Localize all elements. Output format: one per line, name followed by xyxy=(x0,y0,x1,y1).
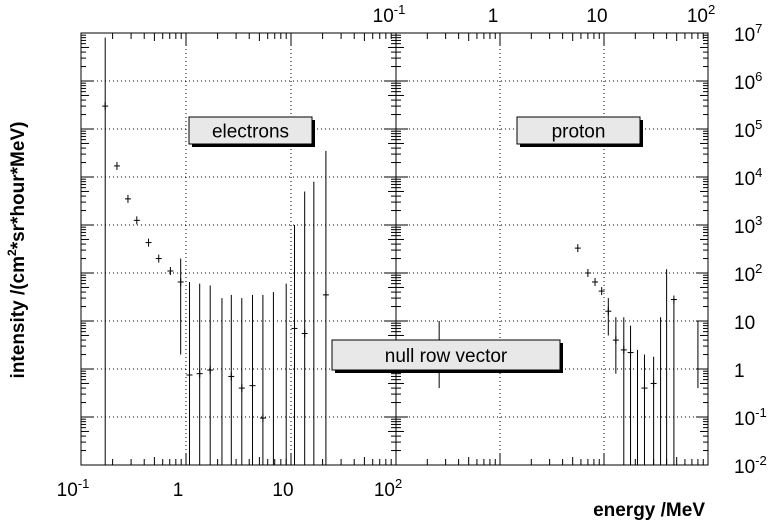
y-tick-label-base: 10 xyxy=(734,409,755,430)
data-marks xyxy=(102,37,699,465)
y-tick-label-base: 10 xyxy=(734,217,755,238)
x-tick-label-bottom-base: 10 xyxy=(57,480,78,501)
proton-label: proton xyxy=(552,122,606,143)
x-tick-label-bottom: 10-1 xyxy=(57,476,90,501)
y-tick-label: 104 xyxy=(734,165,762,190)
x-tick-label-top-exp: -1 xyxy=(394,2,406,17)
y-tick-label: 10 xyxy=(734,313,755,334)
y-tick-label-base: 10 xyxy=(734,25,755,46)
x-tick-label-bottom: 10 xyxy=(272,480,293,501)
x-tick-label-top: 10 xyxy=(586,6,607,27)
null-row-label: null row vector xyxy=(385,346,508,367)
proton-label-box xyxy=(516,116,641,145)
x-tick-label-top: 10-1 xyxy=(373,2,406,27)
x-tick-label-top: 1 xyxy=(488,6,499,27)
x-tick-label-top-base: 10 xyxy=(687,6,708,27)
panel-labels: electrons null row vector proton xyxy=(188,116,643,373)
y-tick-label-base: 10 xyxy=(734,265,755,286)
x-tick-label-top-base: 10 xyxy=(586,6,607,27)
y-tick-label-exp: 3 xyxy=(755,213,762,228)
y-tick-label-base: 10 xyxy=(734,121,755,142)
y-tick-label-base: 10 xyxy=(734,313,755,334)
y-tick-label: 10-2 xyxy=(734,453,767,478)
y-axis-label-sup: 2 xyxy=(5,249,19,256)
x-tick-label-top-base: 10 xyxy=(373,6,394,27)
x-tick-label-bottom-base: 10 xyxy=(374,480,395,501)
y-tick-label-exp: -2 xyxy=(755,453,767,468)
x-tick-label-bottom-base: 1 xyxy=(173,480,184,501)
y-tick-label-exp: 6 xyxy=(755,69,762,84)
y-tick-label: 103 xyxy=(734,213,762,238)
y-tick-label-base: 10 xyxy=(734,73,755,94)
y-tick-label-exp: -1 xyxy=(755,405,767,420)
x-tick-label-top-exp: 2 xyxy=(708,2,715,17)
x-tick-label-bottom-exp: 2 xyxy=(395,476,402,491)
x-tick-label-bottom-exp: -1 xyxy=(78,476,90,491)
y-tick-label-exp: 7 xyxy=(755,21,762,36)
x-tick-label-top-base: 1 xyxy=(488,6,499,27)
x-tick-label-bottom: 102 xyxy=(374,476,402,501)
y-tick-label-base: 10 xyxy=(734,169,755,190)
right-panel-frame xyxy=(395,32,709,466)
x-tick-label-bottom: 1 xyxy=(173,480,184,501)
y-axis-label-rest: *sr*hour*MeV) xyxy=(8,122,29,250)
x-tick-label-top: 102 xyxy=(687,2,715,27)
y-tick-label-base: 1 xyxy=(734,361,745,382)
y-tick-label: 1 xyxy=(734,361,745,382)
y-tick-label: 106 xyxy=(734,69,762,94)
y-tick-label: 10-1 xyxy=(734,405,767,430)
y-tick-label: 107 xyxy=(734,21,762,46)
null-row-label-box xyxy=(331,339,561,371)
x-tick-label-bottom-base: 10 xyxy=(272,480,293,501)
y-axis-label: intensity /(cm2*sr*hour*MeV) xyxy=(5,122,29,379)
y-tick-label-exp: 4 xyxy=(755,165,762,180)
y-tick-label: 102 xyxy=(734,261,762,286)
x-axis-label: energy /MeV xyxy=(593,500,705,521)
grid xyxy=(81,33,708,465)
electrons-label: electrons xyxy=(212,122,289,143)
y-axis-label-main: intensity /(cm xyxy=(8,256,29,378)
electrons-label-box xyxy=(188,116,313,145)
left-panel-frame xyxy=(80,32,397,466)
y-tick-label: 105 xyxy=(734,117,762,142)
y-tick-label-exp: 5 xyxy=(755,117,762,132)
axis-ticks xyxy=(80,33,708,466)
y-tick-label-exp: 2 xyxy=(755,261,762,276)
y-tick-label-base: 10 xyxy=(734,457,755,478)
